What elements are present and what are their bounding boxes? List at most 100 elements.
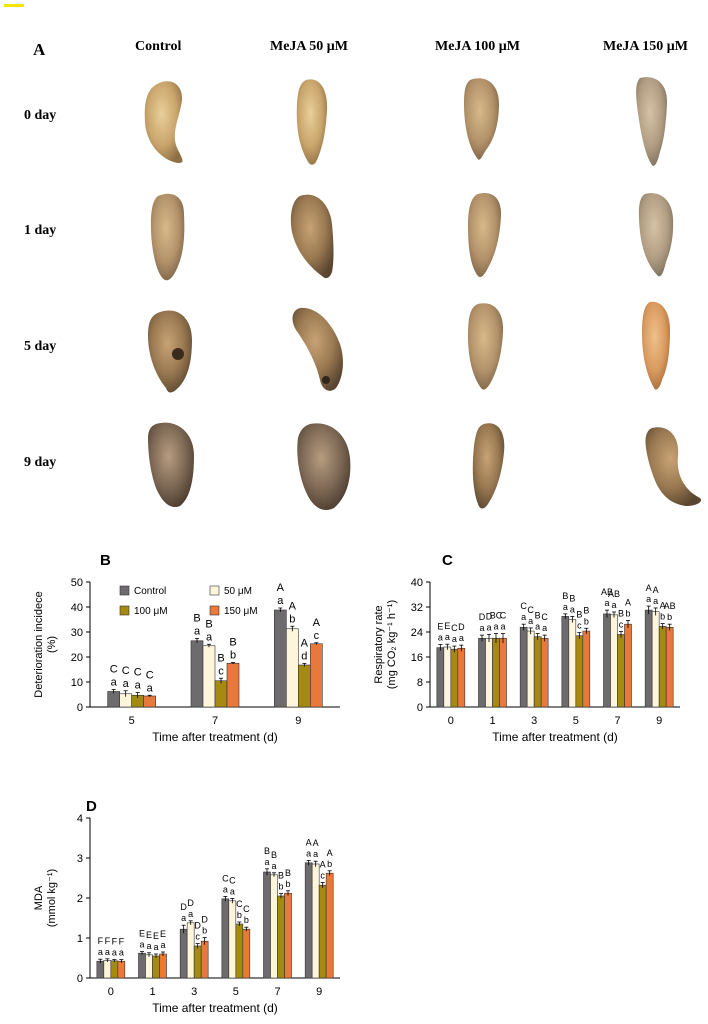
bar-100-m [214, 680, 228, 708]
significance-letter-upper: AB [601, 587, 613, 597]
y-tick-label: 16 [411, 652, 423, 664]
significance-letter-upper: A [660, 601, 666, 611]
y-tick-label: 4 [77, 813, 83, 825]
significance-letter-lower: a [438, 633, 443, 643]
highlight-mark [4, 4, 24, 7]
significance-letter-lower: c [320, 870, 325, 880]
bar-control [107, 691, 120, 708]
tuber-meja100-day-5 [468, 303, 504, 390]
significance-letter-upper: D [479, 612, 486, 622]
significance-letter-lower: b [667, 612, 672, 622]
bar-50-m [202, 645, 216, 708]
y-axis-label: Deterioration incidece [33, 591, 45, 697]
tuber-meja150-day-0 [636, 77, 668, 166]
significance-letter-lower: a [646, 594, 651, 604]
significance-letter-lower: b [625, 608, 630, 618]
bar-150-m [310, 643, 323, 708]
tuber-meja100-day-0 [464, 78, 499, 160]
x-tick-label: 7 [274, 986, 280, 998]
chart-c-respiratory-rate: C 0 8 16 24 32 40 Respiratory rate (mg CO₂ kg⁻¹ … [373, 552, 680, 744]
bar-50-m [286, 628, 299, 708]
significance-letter-lower: a [445, 632, 450, 642]
significance-letter-lower: b [327, 859, 332, 869]
significance-letter-upper: C [122, 665, 130, 677]
significance-letter-lower: a [542, 623, 547, 633]
bar-100-m [617, 634, 625, 708]
bar-control [436, 647, 445, 708]
significance-letter-lower: b [660, 612, 665, 622]
significance-letter-lower: a [139, 940, 144, 950]
significance-letter-lower: a [194, 626, 201, 638]
significance-letter-lower: a [500, 622, 505, 632]
tuber-control-day-1 [150, 193, 185, 281]
significance-letter-lower: b [244, 915, 249, 925]
y-tick-label: 10 [71, 677, 83, 689]
significance-letter-upper: F [119, 937, 125, 947]
row-header-day-5: 5 day [24, 339, 57, 354]
significance-letter-upper: B [229, 637, 236, 649]
bar-100-m [318, 884, 327, 979]
significance-letter-upper: C [527, 605, 534, 615]
tuber-photos [144, 77, 702, 511]
bar-100-m [575, 635, 584, 708]
y-tick-label: 1 [77, 933, 83, 945]
significance-letter-lower: a [98, 947, 103, 957]
significance-letter-upper: A [313, 617, 321, 629]
significance-letter-upper: D [187, 898, 194, 908]
x-axis-label: Time after treatment (d) [152, 1001, 278, 1015]
x-tick-label: 9 [656, 715, 662, 727]
significance-letter-lower: b [230, 650, 236, 662]
legend-label: 100 μM [134, 606, 168, 617]
significance-letter-lower: c [218, 665, 224, 677]
x-tick-label: 7 [614, 715, 620, 727]
bar-150-m [499, 637, 507, 708]
y-axis-label: (mmol kg⁻¹) [46, 869, 58, 927]
significance-letter-lower: a [135, 680, 142, 692]
chart-d-mda: D 0 1 2 3 4 MDA (mmol kg⁻¹) Time after treatment… [33, 798, 340, 1015]
significance-letter-lower: b [584, 616, 589, 626]
bar-50-m [651, 611, 660, 708]
legend-swatch [119, 585, 130, 596]
significance-letter-upper: AB [664, 601, 676, 611]
bar-control [263, 871, 271, 979]
bar-50-m [311, 863, 320, 979]
bar-50-m [443, 646, 452, 708]
bar-100-m [235, 923, 244, 979]
x-tick-label: 5 [233, 986, 239, 998]
bar-control [478, 637, 486, 708]
significance-letter-upper: A [313, 838, 319, 848]
significance-letter-lower: a [153, 942, 158, 952]
significance-letter-lower: a [119, 948, 124, 958]
significance-letter-lower: a [521, 612, 526, 622]
significance-letter-upper: A [320, 859, 326, 869]
significance-letter-upper: A [306, 837, 312, 847]
significance-letter-lower: a [160, 940, 165, 950]
significance-letter-lower: c [314, 630, 320, 642]
significance-letter-lower: b [289, 613, 295, 625]
legend-swatch [209, 605, 220, 616]
bar-100-m [193, 945, 202, 979]
significance-letter-lower: a [486, 623, 491, 633]
bar-control [603, 613, 611, 708]
significance-letter-lower: a [146, 941, 151, 951]
legend-label: 50 μM [224, 586, 252, 597]
x-tick-label: 1 [489, 715, 495, 727]
significance-letter-upper: A [653, 585, 659, 595]
column-header-meja-50: MeJA 50 μM [270, 39, 348, 54]
significance-letter-lower: a [264, 857, 269, 867]
significance-letter-upper: B [535, 611, 541, 621]
significance-letter-upper: E [437, 622, 443, 632]
x-tick-label: 0 [108, 986, 114, 998]
significance-letter-upper: C [134, 667, 142, 679]
bar-150-m [457, 647, 466, 708]
significance-letter-lower: a [112, 948, 117, 958]
bar-100-m [533, 636, 542, 708]
significance-letter-upper: C [222, 873, 229, 883]
significance-letter-upper: B [193, 613, 200, 625]
bar-100-m [110, 960, 119, 979]
x-tick-label: 9 [316, 986, 322, 998]
significance-letter-upper: C [451, 623, 458, 633]
bar-control [190, 640, 204, 708]
bar-50-m [485, 637, 493, 708]
x-tick-label: 5 [573, 715, 579, 727]
